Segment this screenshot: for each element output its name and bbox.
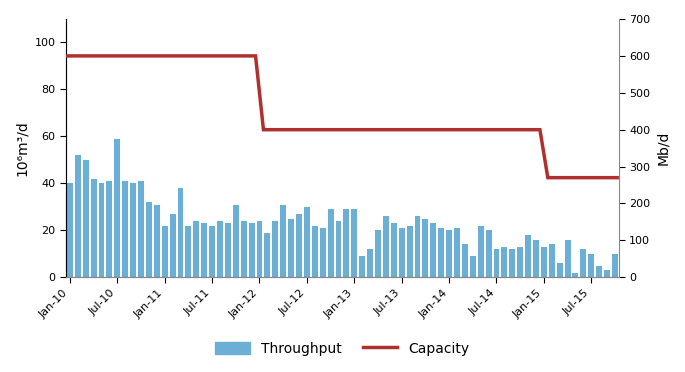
Bar — [454, 228, 460, 277]
Bar — [462, 244, 468, 277]
Bar — [193, 221, 199, 277]
Bar — [438, 228, 444, 277]
Bar — [470, 256, 476, 277]
Bar — [517, 247, 523, 277]
Bar — [391, 223, 397, 277]
Bar — [106, 181, 112, 277]
Bar — [138, 181, 144, 277]
Bar — [99, 183, 105, 277]
Bar — [249, 223, 255, 277]
Bar — [604, 270, 610, 277]
Bar — [564, 240, 571, 277]
Bar — [510, 249, 515, 277]
Bar — [177, 188, 184, 277]
Bar — [296, 214, 302, 277]
Bar — [533, 240, 539, 277]
Bar — [257, 221, 262, 277]
Bar — [367, 249, 373, 277]
Bar — [327, 209, 334, 277]
Bar — [549, 244, 555, 277]
Legend: Throughput, Capacity: Throughput, Capacity — [210, 336, 475, 361]
Bar — [423, 219, 428, 277]
Bar — [580, 249, 586, 277]
Bar — [501, 247, 508, 277]
Bar — [446, 230, 452, 277]
Bar — [486, 230, 492, 277]
Bar — [83, 160, 88, 277]
Bar — [407, 226, 412, 277]
Bar — [122, 181, 128, 277]
Bar — [375, 230, 381, 277]
Bar — [557, 263, 562, 277]
Bar — [280, 205, 286, 277]
Bar — [162, 226, 168, 277]
Bar — [541, 247, 547, 277]
Bar — [612, 254, 618, 277]
Bar — [225, 223, 231, 277]
Bar — [154, 205, 160, 277]
Bar — [273, 221, 278, 277]
Bar — [67, 183, 73, 277]
Bar — [430, 223, 436, 277]
Y-axis label: 10⁶m³/d: 10⁶m³/d — [15, 120, 29, 176]
Bar — [320, 228, 325, 277]
Bar — [114, 139, 121, 277]
Bar — [359, 256, 365, 277]
Bar — [130, 183, 136, 277]
Bar — [351, 209, 358, 277]
Bar — [233, 205, 239, 277]
Bar — [399, 228, 405, 277]
Bar — [90, 179, 97, 277]
Bar — [186, 226, 191, 277]
Bar — [493, 249, 499, 277]
Bar — [209, 226, 215, 277]
Y-axis label: Mb/d: Mb/d — [656, 131, 670, 165]
Bar — [240, 221, 247, 277]
Bar — [201, 223, 207, 277]
Bar — [525, 235, 531, 277]
Bar — [170, 214, 175, 277]
Bar — [477, 226, 484, 277]
Bar — [336, 221, 341, 277]
Bar — [596, 266, 602, 277]
Bar — [75, 155, 81, 277]
Bar — [304, 207, 310, 277]
Bar — [588, 254, 594, 277]
Bar — [383, 216, 389, 277]
Bar — [288, 219, 294, 277]
Bar — [264, 232, 271, 277]
Bar — [414, 216, 421, 277]
Bar — [217, 221, 223, 277]
Bar — [573, 273, 578, 277]
Bar — [146, 202, 152, 277]
Bar — [312, 226, 318, 277]
Bar — [343, 209, 349, 277]
